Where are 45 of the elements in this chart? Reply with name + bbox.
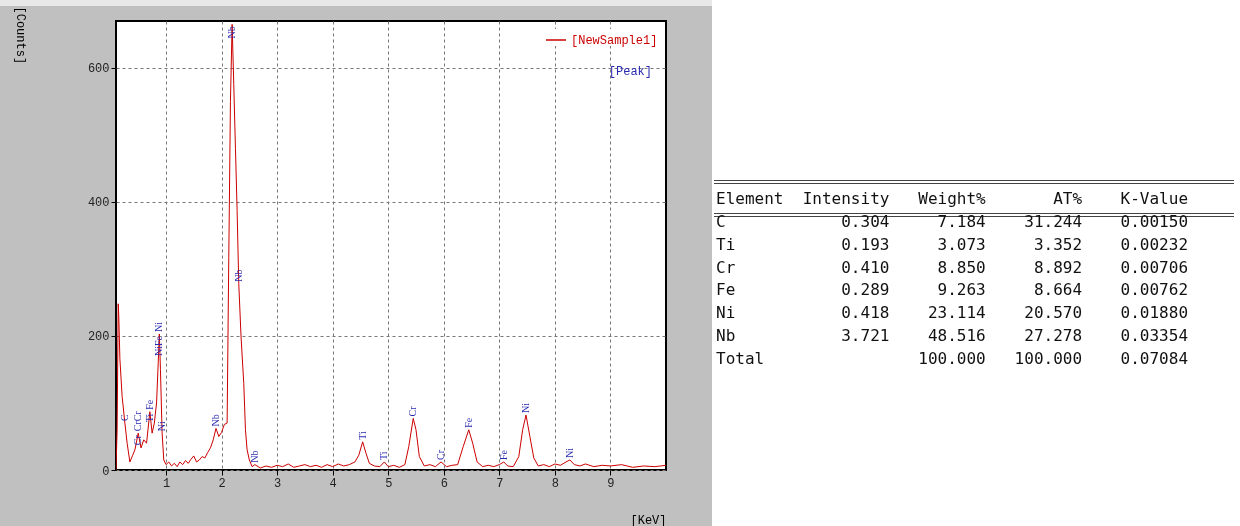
annotation: Fe [143,399,155,410]
text: Fe 0.289 9.263 8.664 0.00762 [716,280,1189,300]
annotation: C [118,414,130,422]
annotation: Nb [226,26,238,39]
annotation: CrCr [132,410,144,432]
y-tick-label: 400 [87,196,110,211]
y-tick-label: 0 [102,464,110,479]
annotation: Fe [497,449,509,460]
annotation: Ti [378,451,390,460]
x-tick-label: 3 [274,476,282,491]
x-tick-label: 1 [162,476,171,491]
annotation: Ti [143,413,155,423]
legend-label: [NewSample1] [571,34,658,48]
annotation: [Peak] [608,65,652,79]
annotation: Cr [407,405,419,417]
annotation: Ni [520,402,531,414]
annotation: Ni [156,420,168,432]
x-tick-label: 4 [329,476,337,491]
y-axis-title: [Counts] [12,6,27,65]
annotation: Cr [435,449,446,460]
x-axis-title: [KeV] [630,513,667,526]
annotation: Fe [462,417,474,428]
y-tick-label: 200 [87,330,110,345]
annotation: Ti [356,431,368,440]
text: Cr 0.410 8.850 8.892 0.00706 [716,257,1189,277]
text: C 0.304 7.184 31.244 0.00150 [716,212,1189,232]
x-tick-label: 6 [440,476,448,491]
text: Nb 3.721 48.516 27.278 0.03354 [716,325,1189,345]
annotation: Nb [232,269,244,282]
annotation: Nb [210,414,221,427]
x-tick-label: 8 [551,476,559,491]
x-tick-label: 5 [385,476,393,491]
x-tick-label: 7 [496,476,504,491]
annotation: Cr [132,434,144,446]
y-tick-label: 600 [87,62,110,77]
annotation: Ni [563,447,575,458]
text: Element Intensity Weight% AT% K-Value [716,189,1189,209]
x-tick-label: 9 [607,476,615,491]
annotation: NiFe [153,335,165,356]
annotation: Nb [248,450,260,463]
text: Total 100.000 100.000 0.07084 [716,348,1189,368]
text: Ti 0.193 3.073 3.352 0.00232 [716,234,1189,254]
x-tick-label: 2 [218,476,226,491]
annotation: Ni [153,321,165,332]
text: Ni 0.418 23.114 20.570 0.01880 [716,303,1189,323]
